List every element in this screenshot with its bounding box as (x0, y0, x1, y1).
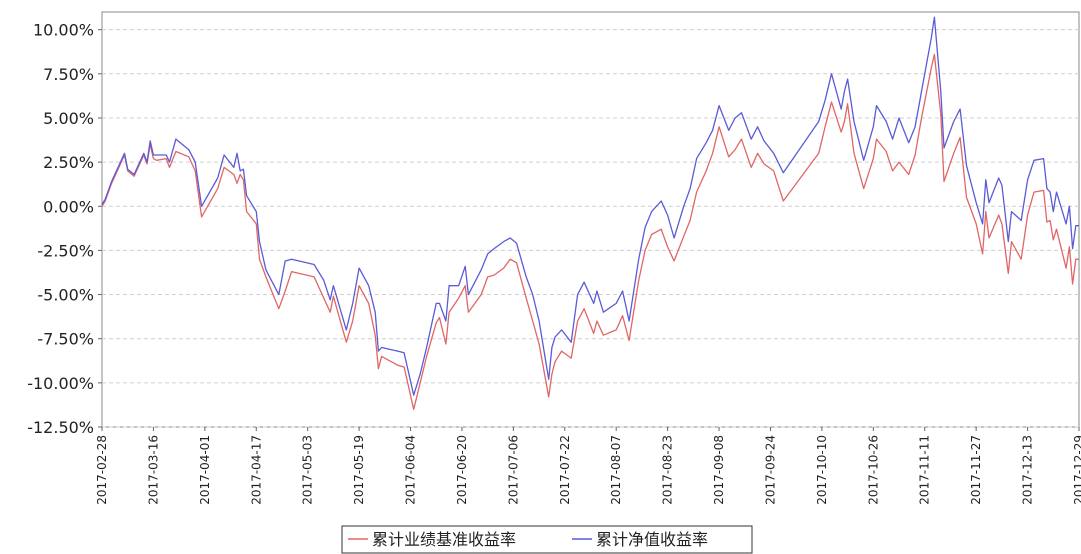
gridlines (102, 29, 1079, 428)
x-tick-label: 2017-06-20 (455, 435, 469, 505)
legend-label-benchmark: 累计业绩基准收益率 (372, 530, 516, 549)
y-tick-label: -10.00% (27, 374, 94, 393)
x-axis-ticks: 2017-02-28 2017-03-16 2017-04-01 2017-04-17… (95, 427, 1081, 505)
y-tick-label: -5.00% (37, 286, 94, 305)
x-tick-label: 2017-11-27 (969, 435, 983, 505)
x-tick-label: 2017-09-24 (763, 435, 777, 505)
x-tick-label: 2017-04-01 (198, 435, 212, 505)
x-tick-label: 2017-06-04 (404, 435, 418, 505)
series-line-nav (101, 16, 1079, 396)
y-tick-label: 5.00% (43, 109, 94, 128)
x-tick-label: 2017-07-06 (506, 435, 520, 505)
y-tick-label: 0.00% (43, 197, 94, 216)
x-tick-label: 2017-10-26 (866, 435, 880, 505)
y-axis-ticks: 10.00% 7.50% 5.00% 2.50% 0.00% -2.50% -5.00% -7… (27, 21, 102, 437)
series-lines (101, 16, 1079, 410)
x-tick-label: 2017-02-28 (95, 435, 109, 505)
x-tick-label: 2017-08-07 (609, 435, 623, 505)
x-tick-label: 2017-12-29 (1072, 435, 1081, 505)
plot-background (101, 11, 1080, 428)
x-tick-label: 2017-05-19 (352, 435, 366, 505)
y-tick-label: 10.00% (33, 21, 94, 40)
x-tick-label: 2017-07-22 (558, 435, 572, 505)
x-tick-label: 2017-08-23 (661, 435, 675, 505)
series-line-benchmark (101, 53, 1079, 410)
x-tick-label: 2017-04-17 (249, 435, 263, 505)
y-tick-label: 2.50% (43, 153, 94, 172)
x-tick-label: 2017-11-11 (918, 435, 932, 505)
x-tick-label: 2017-09-08 (712, 435, 726, 505)
legend: 累计业绩基准收益率 累计净值收益率 (341, 525, 753, 554)
x-tick-label: 2017-03-16 (146, 435, 160, 505)
y-tick-label: -7.50% (37, 330, 94, 349)
x-tick-label: 2017-12-13 (1021, 435, 1035, 505)
x-tick-label: 2017-05-03 (301, 435, 315, 505)
legend-label-nav: 累计净值收益率 (596, 530, 708, 549)
y-tick-label: -12.50% (27, 418, 94, 437)
y-tick-label: -2.50% (37, 241, 94, 260)
x-tick-label: 2017-10-10 (815, 435, 829, 505)
y-tick-label: 7.50% (43, 65, 94, 84)
legend-box (341, 525, 753, 554)
